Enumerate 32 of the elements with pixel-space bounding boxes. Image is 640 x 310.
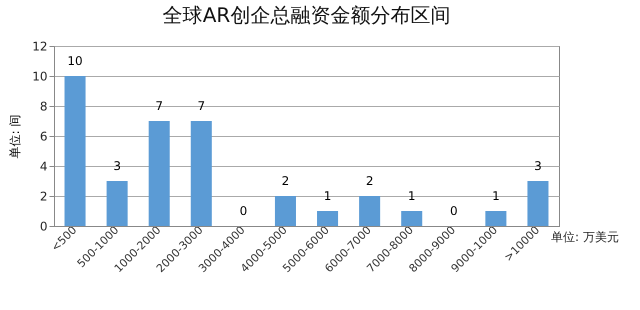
bar <box>359 196 380 226</box>
data-label: 10 <box>67 54 83 68</box>
bar <box>317 211 338 226</box>
data-label: 2 <box>366 174 374 188</box>
data-label: 0 <box>450 204 458 218</box>
data-label: 1 <box>492 189 500 203</box>
data-label: 1 <box>324 189 332 203</box>
data-label: 3 <box>113 159 121 173</box>
bar <box>148 121 170 226</box>
data-label: 3 <box>534 159 542 173</box>
bar <box>401 211 422 226</box>
y-tick-label: 2 <box>40 190 48 204</box>
bar <box>485 211 506 226</box>
data-label: 7 <box>155 99 164 113</box>
data-label: 1 <box>408 189 416 203</box>
y-tick-label: 12 <box>32 40 48 54</box>
y-tick-label: 8 <box>40 100 48 114</box>
y-tick-label: 10 <box>32 70 48 84</box>
bar <box>527 181 548 226</box>
y-axis-title: 单位: 间 <box>8 114 22 158</box>
bar <box>190 121 212 226</box>
y-tick-label: 0 <box>40 220 48 234</box>
bar <box>64 76 86 226</box>
bar <box>274 196 296 226</box>
y-tick-label: 6 <box>40 130 48 144</box>
data-label: 2 <box>282 174 290 188</box>
text: 单位: 万美元 <box>551 230 619 244</box>
data-label: 0 <box>240 204 248 218</box>
y-tick-label: 4 <box>40 160 48 174</box>
data-label: 7 <box>197 99 206 113</box>
bar <box>106 181 128 226</box>
chart-title: 全球AR创企总融资金额分布区间 <box>162 3 450 27</box>
